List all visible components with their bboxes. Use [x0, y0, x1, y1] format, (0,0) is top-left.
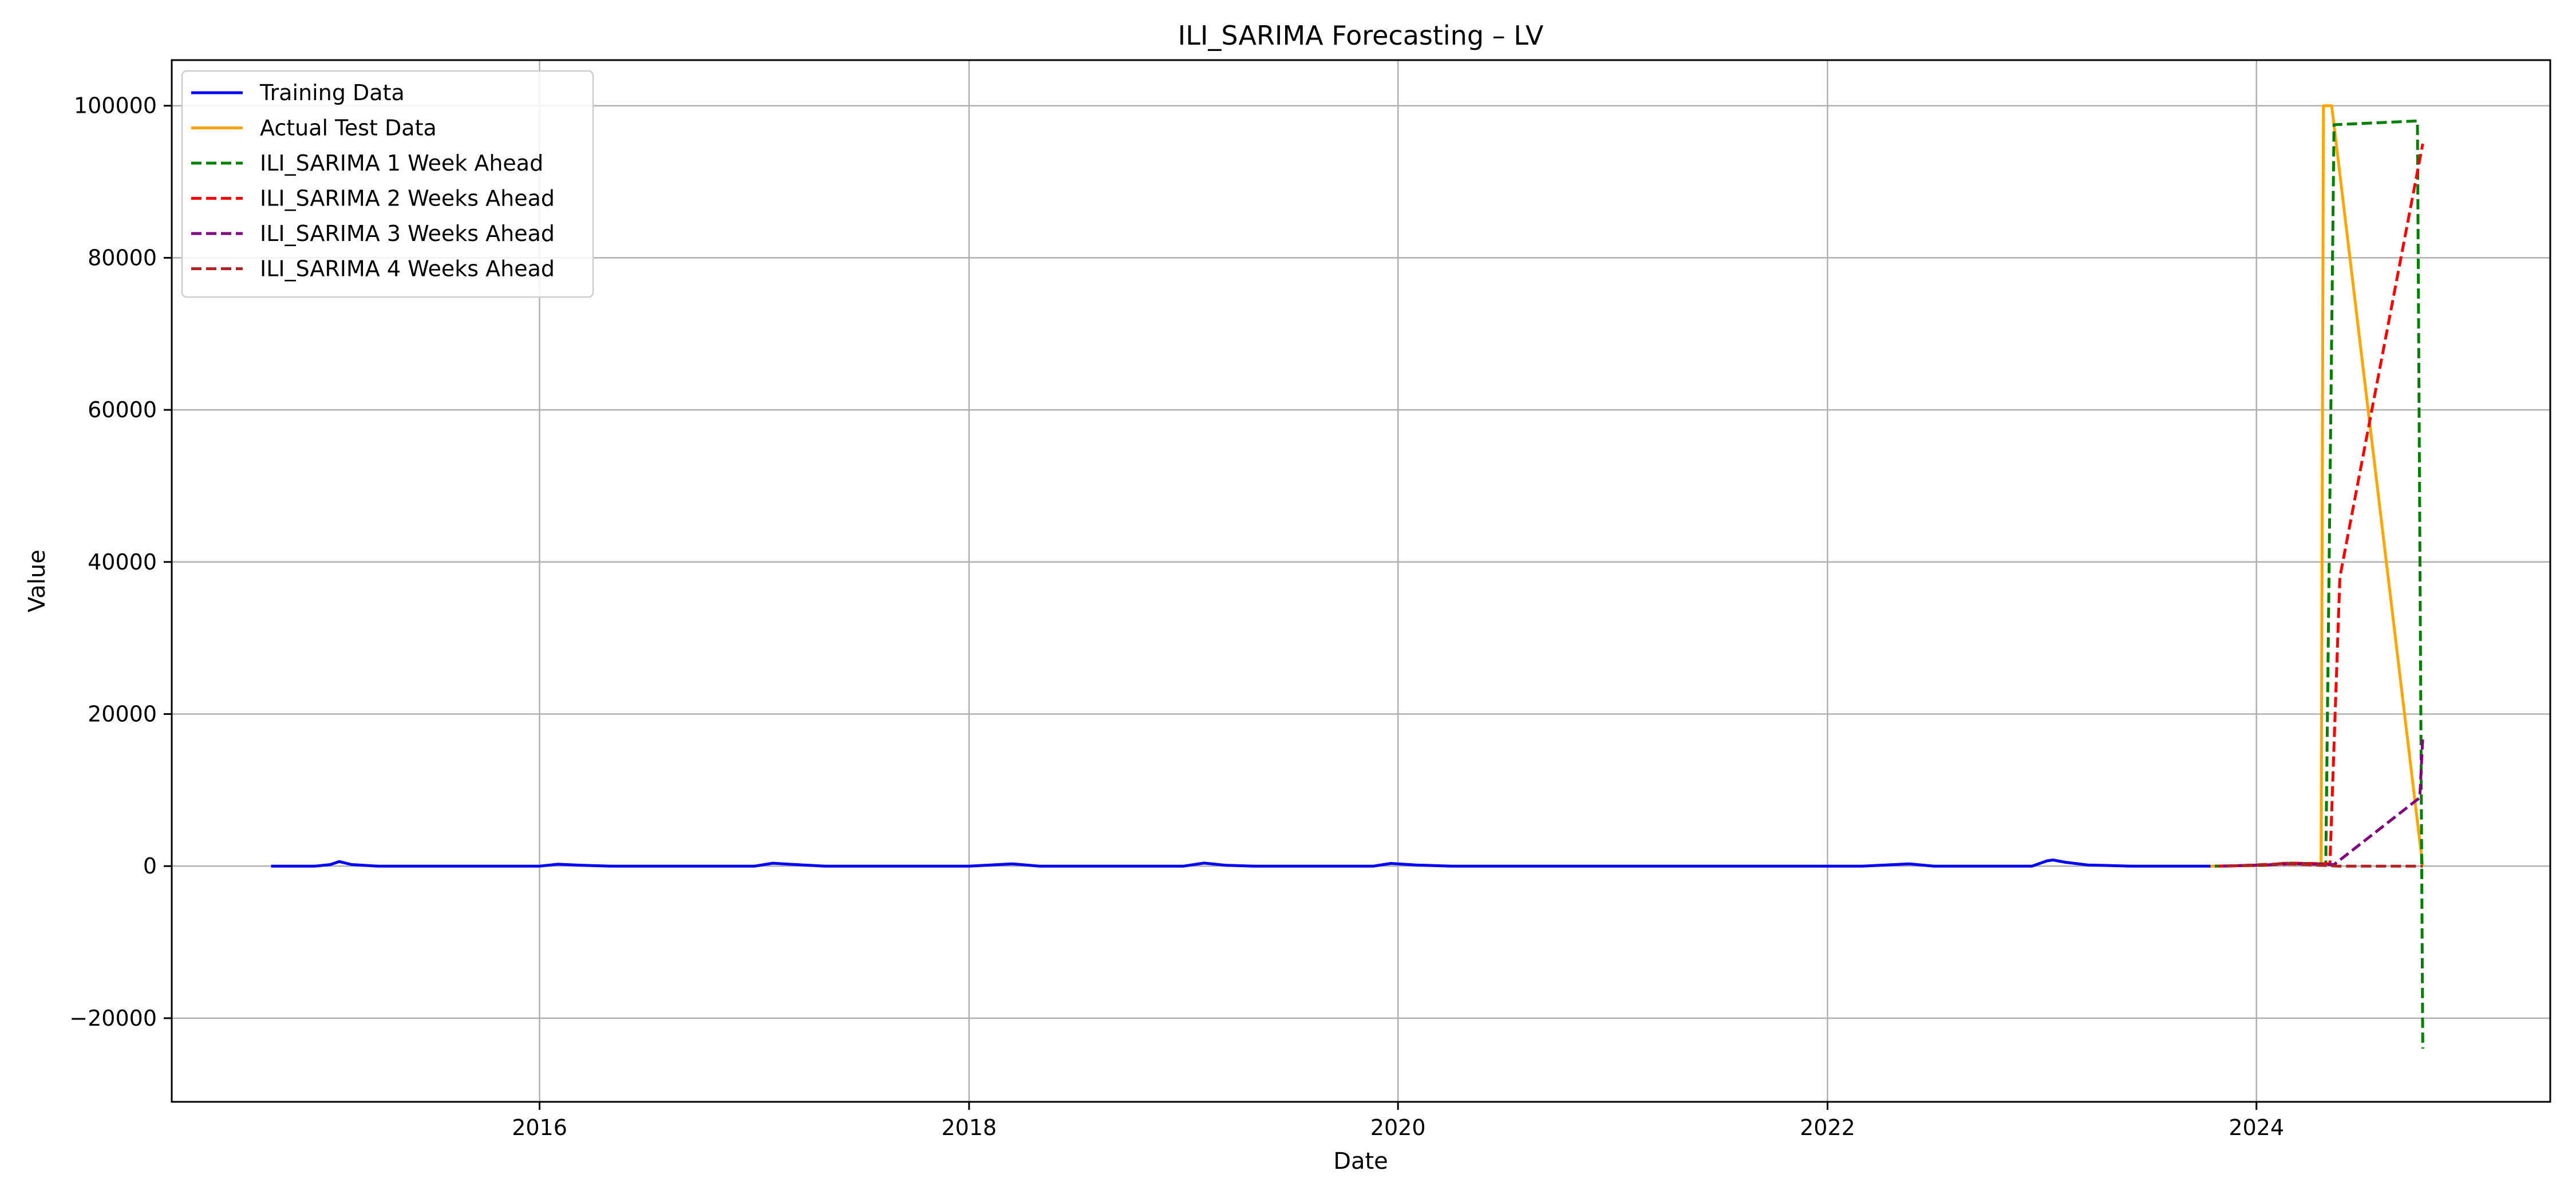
y-axis-label: Value: [24, 549, 50, 612]
legend-label: ILI_SARIMA 2 Weeks Ahead: [260, 186, 555, 211]
y-tick-label: −20000: [69, 1006, 157, 1031]
series-line-1: [271, 859, 2211, 868]
x-tick-label: 2016: [512, 1115, 567, 1140]
chart-title: ILI_SARIMA Forecasting – LV: [1178, 20, 1544, 51]
x-tick-label: 2020: [1370, 1115, 1426, 1140]
legend-box: [181, 70, 594, 298]
y-tick-label: 20000: [88, 701, 157, 726]
x-tick-label: 2018: [942, 1115, 997, 1140]
x-axis-label: Date: [1333, 1148, 1388, 1175]
legend-label: ILI_SARIMA 1 Week Ahead: [260, 151, 543, 176]
series-line-6: [2227, 862, 2423, 868]
y-tick-label: 0: [143, 853, 157, 879]
series-lines: [271, 104, 2424, 1049]
y-tick-label: 60000: [88, 397, 157, 422]
legend-label: Actual Test Data: [260, 116, 437, 141]
x-tick-label: 2022: [1800, 1115, 1855, 1140]
legend: Training Data Actual Test Data ILI_SARIMA …: [181, 70, 594, 298]
legend-label: Training Data: [259, 80, 405, 105]
x-tick-label: 2024: [2229, 1115, 2284, 1140]
y-tick-label: 40000: [88, 549, 157, 575]
y-tick-label: 100000: [74, 93, 157, 118]
series-line-5: [2223, 737, 2424, 868]
plot-frame: [171, 59, 2551, 1103]
legend-label: ILI_SARIMA 4 Weeks Ahead: [260, 256, 555, 282]
legend-label: ILI_SARIMA 3 Weeks Ahead: [260, 221, 555, 246]
y-tick-label: 80000: [88, 245, 157, 270]
axis-ticks: 2016 2018 2020 2022 2024 −20000 0 20000 40000 600…: [69, 93, 2284, 1140]
